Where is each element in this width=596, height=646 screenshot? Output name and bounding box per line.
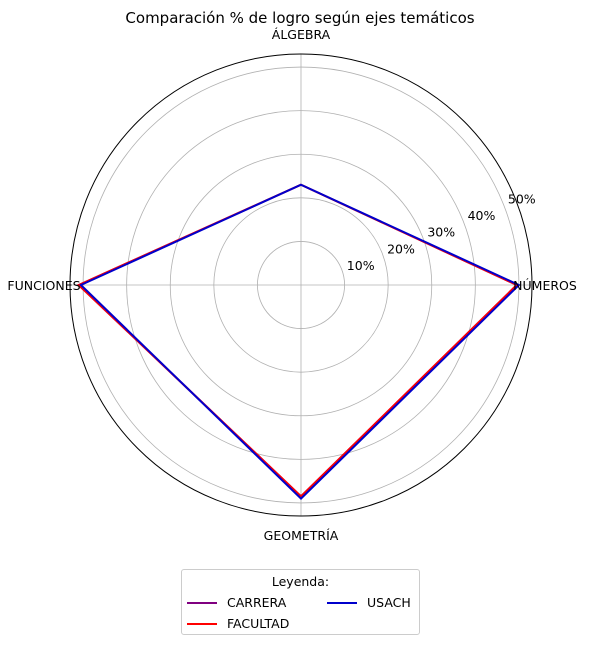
r-tick-label-30: 30% [427, 225, 455, 240]
outer-frame [69, 53, 533, 517]
series-line-usach [79, 183, 521, 500]
axis-label-2: GEOMETRÍA [264, 528, 339, 543]
legend-label-carrera: CARRERA [227, 595, 287, 610]
legend: Leyenda: CARRERA FACULTAD USACH [181, 569, 420, 635]
legend-label-facultad: FACULTAD [227, 616, 290, 631]
grid-layer [69, 53, 533, 517]
r-tick-label-50: 50% [508, 191, 536, 206]
axis-label-3: FUNCIONES [7, 278, 80, 293]
axis-label-1: NÚMEROS [513, 278, 577, 293]
axis-label-0: ÁLGEBRA [272, 27, 331, 42]
chart-title: Comparación % de logro según ejes temáti… [125, 9, 474, 27]
legend-swatch-usach [327, 601, 357, 604]
r-tick-label-40: 40% [468, 208, 496, 223]
series-layer [76, 183, 521, 500]
legend-swatch-facultad [187, 622, 217, 625]
r-tick-label-10: 10% [347, 258, 375, 273]
legend-item-facultad: FACULTAD [187, 616, 289, 631]
r-tick-label-20: 20% [387, 241, 415, 256]
label-layer: ÁLGEBRA NÚMEROS GEOMETRÍA FUNCIONES 10% 20% 30… [7, 27, 576, 543]
legend-label-usach: USACH [367, 595, 411, 610]
legend-title: Leyenda: [271, 574, 330, 589]
legend-swatch-carrera [187, 601, 217, 604]
legend-item-usach: USACH [327, 595, 411, 610]
legend-item-carrera: CARRERA [187, 595, 286, 610]
